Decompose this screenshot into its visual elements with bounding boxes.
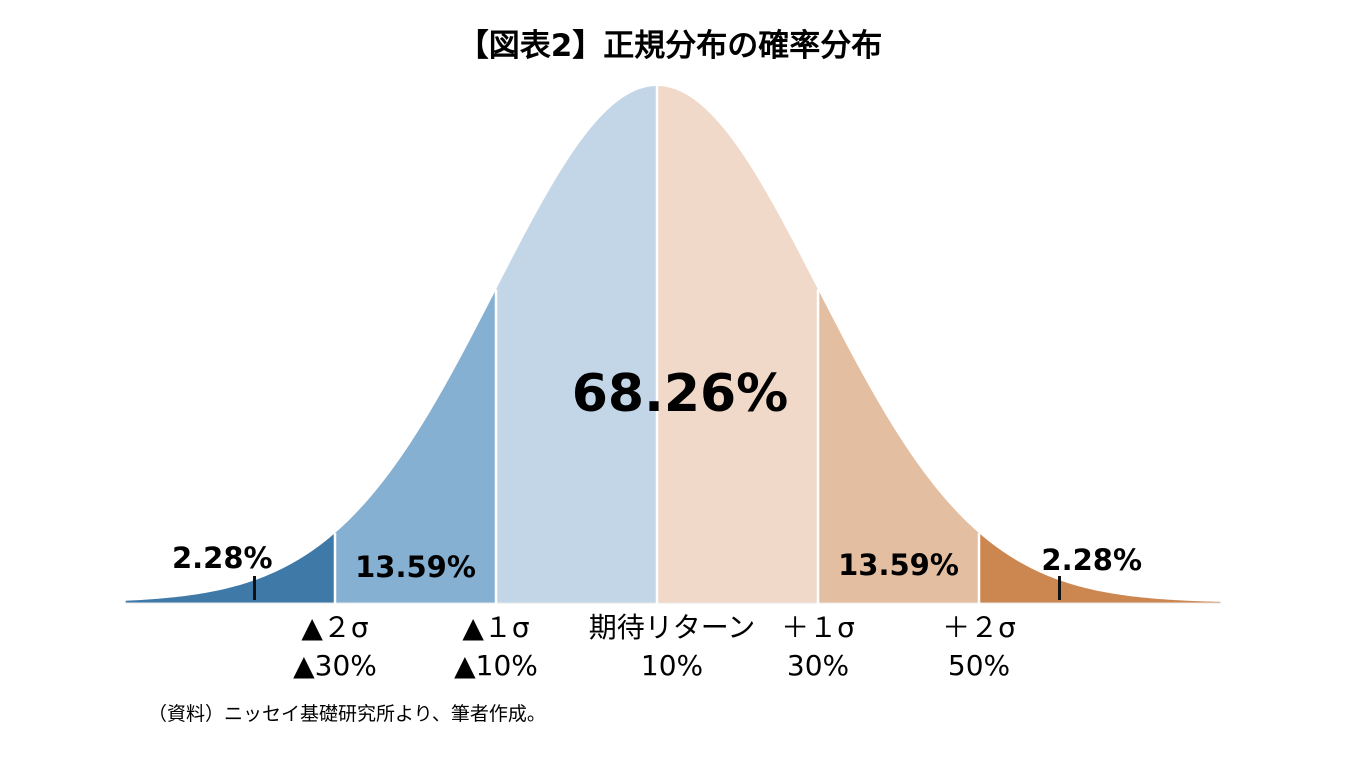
- segment-area-0: [125, 533, 335, 603]
- source-note: （資料）ニッセイ基礎研究所より、筆者作成。: [148, 703, 546, 725]
- segment-area-3: [657, 86, 818, 603]
- x-tick-return-3: 30%: [787, 649, 849, 682]
- x-tick-label-4: ＋２σ: [942, 611, 1016, 644]
- x-tick-label-1: ▲１σ: [462, 611, 529, 644]
- x-tick-label-2: 期待リターン: [589, 611, 756, 644]
- segment-label-0: 2.28%: [172, 541, 273, 575]
- x-tick-return-0: ▲30%: [293, 649, 377, 682]
- segment-area-1: [335, 289, 496, 603]
- chart-title: 【図表2】正規分布の確率分布: [458, 28, 883, 64]
- distribution-areas: [125, 86, 1221, 604]
- segment-label-4: 13.59%: [838, 548, 959, 582]
- x-tick-return-4: 50%: [948, 649, 1010, 682]
- sigma-dividers: [333, 86, 981, 604]
- segment-area-4: [818, 289, 979, 603]
- segment-area-2: [496, 86, 657, 603]
- x-tick-label-0: ▲２σ: [301, 611, 368, 644]
- x-axis-labels: ▲２σ ▲30% ▲１σ ▲10% 期待リターン 10% ＋１σ 30% ＋２σ 50%: [293, 611, 1016, 682]
- segment-labels: 2.28% 13.59% 13.59% 2.28%: [172, 541, 1142, 584]
- x-tick-label-3: ＋１σ: [781, 611, 855, 644]
- x-tick-return-2: 10%: [641, 649, 703, 682]
- segment-label-1: 13.59%: [355, 550, 476, 584]
- center-probability-label: 68.26%: [572, 364, 789, 424]
- x-tick-return-1: ▲10%: [454, 649, 538, 682]
- segment-area-5: [979, 533, 1221, 603]
- segment-label-5: 2.28%: [1041, 543, 1142, 577]
- tail-markers: [253, 576, 1061, 600]
